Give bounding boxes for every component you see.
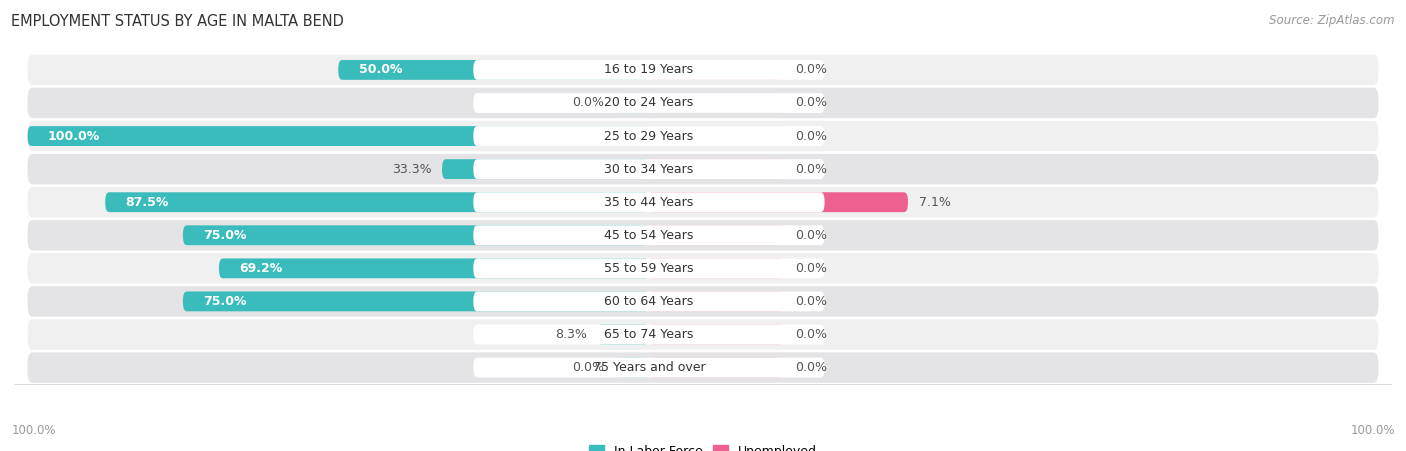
- FancyBboxPatch shape: [28, 187, 1378, 217]
- Text: 100.0%: 100.0%: [48, 129, 100, 143]
- Text: 33.3%: 33.3%: [392, 163, 432, 175]
- Text: 100.0%: 100.0%: [11, 424, 56, 437]
- Text: 0.0%: 0.0%: [794, 129, 827, 143]
- FancyBboxPatch shape: [650, 325, 785, 345]
- FancyBboxPatch shape: [183, 291, 650, 311]
- Text: 0.0%: 0.0%: [794, 295, 827, 308]
- FancyBboxPatch shape: [339, 60, 650, 80]
- FancyBboxPatch shape: [598, 325, 650, 345]
- FancyBboxPatch shape: [441, 159, 650, 179]
- FancyBboxPatch shape: [474, 226, 824, 245]
- FancyBboxPatch shape: [28, 352, 1378, 383]
- FancyBboxPatch shape: [474, 93, 824, 113]
- FancyBboxPatch shape: [28, 154, 1378, 184]
- Text: 0.0%: 0.0%: [794, 262, 827, 275]
- Text: 35 to 44 Years: 35 to 44 Years: [605, 196, 693, 209]
- FancyBboxPatch shape: [28, 88, 1378, 118]
- Text: 69.2%: 69.2%: [239, 262, 283, 275]
- FancyBboxPatch shape: [474, 126, 824, 146]
- Legend: In Labor Force, Unemployed: In Labor Force, Unemployed: [583, 440, 823, 451]
- Text: 100.0%: 100.0%: [1350, 424, 1395, 437]
- Text: 87.5%: 87.5%: [125, 196, 169, 209]
- FancyBboxPatch shape: [474, 192, 824, 212]
- Text: 0.0%: 0.0%: [794, 229, 827, 242]
- Text: 0.0%: 0.0%: [794, 163, 827, 175]
- Text: 0.0%: 0.0%: [794, 97, 827, 110]
- FancyBboxPatch shape: [28, 121, 1378, 151]
- Text: 7.1%: 7.1%: [918, 196, 950, 209]
- FancyBboxPatch shape: [650, 258, 785, 278]
- FancyBboxPatch shape: [650, 93, 785, 113]
- Text: 65 to 74 Years: 65 to 74 Years: [605, 328, 693, 341]
- FancyBboxPatch shape: [105, 192, 650, 212]
- Text: 60 to 64 Years: 60 to 64 Years: [605, 295, 693, 308]
- FancyBboxPatch shape: [219, 258, 650, 278]
- Text: 25 to 29 Years: 25 to 29 Years: [605, 129, 693, 143]
- FancyBboxPatch shape: [650, 126, 785, 146]
- Text: 50.0%: 50.0%: [359, 64, 402, 76]
- FancyBboxPatch shape: [616, 93, 650, 113]
- FancyBboxPatch shape: [474, 60, 824, 80]
- Text: Source: ZipAtlas.com: Source: ZipAtlas.com: [1270, 14, 1395, 27]
- FancyBboxPatch shape: [183, 226, 650, 245]
- Text: 16 to 19 Years: 16 to 19 Years: [605, 64, 693, 76]
- FancyBboxPatch shape: [650, 159, 785, 179]
- FancyBboxPatch shape: [650, 192, 908, 212]
- Text: 75.0%: 75.0%: [204, 295, 246, 308]
- Text: 75.0%: 75.0%: [204, 229, 246, 242]
- Text: 0.0%: 0.0%: [572, 97, 605, 110]
- Text: 20 to 24 Years: 20 to 24 Years: [605, 97, 693, 110]
- Text: 45 to 54 Years: 45 to 54 Years: [605, 229, 693, 242]
- Text: 75 Years and over: 75 Years and over: [593, 361, 706, 374]
- Text: 30 to 34 Years: 30 to 34 Years: [605, 163, 693, 175]
- FancyBboxPatch shape: [28, 126, 650, 146]
- Text: 55 to 59 Years: 55 to 59 Years: [605, 262, 693, 275]
- Text: 0.0%: 0.0%: [572, 361, 605, 374]
- FancyBboxPatch shape: [650, 358, 785, 377]
- FancyBboxPatch shape: [28, 220, 1378, 250]
- FancyBboxPatch shape: [474, 325, 824, 345]
- FancyBboxPatch shape: [474, 358, 824, 377]
- FancyBboxPatch shape: [650, 60, 785, 80]
- Text: 8.3%: 8.3%: [555, 328, 586, 341]
- FancyBboxPatch shape: [616, 358, 650, 377]
- Text: 0.0%: 0.0%: [794, 328, 827, 341]
- FancyBboxPatch shape: [474, 258, 824, 278]
- FancyBboxPatch shape: [474, 159, 824, 179]
- FancyBboxPatch shape: [650, 226, 785, 245]
- FancyBboxPatch shape: [28, 319, 1378, 350]
- Text: 0.0%: 0.0%: [794, 64, 827, 76]
- FancyBboxPatch shape: [28, 253, 1378, 284]
- FancyBboxPatch shape: [650, 291, 785, 311]
- FancyBboxPatch shape: [28, 55, 1378, 85]
- Text: 0.0%: 0.0%: [794, 361, 827, 374]
- FancyBboxPatch shape: [474, 291, 824, 311]
- FancyBboxPatch shape: [28, 286, 1378, 317]
- Text: EMPLOYMENT STATUS BY AGE IN MALTA BEND: EMPLOYMENT STATUS BY AGE IN MALTA BEND: [11, 14, 344, 28]
